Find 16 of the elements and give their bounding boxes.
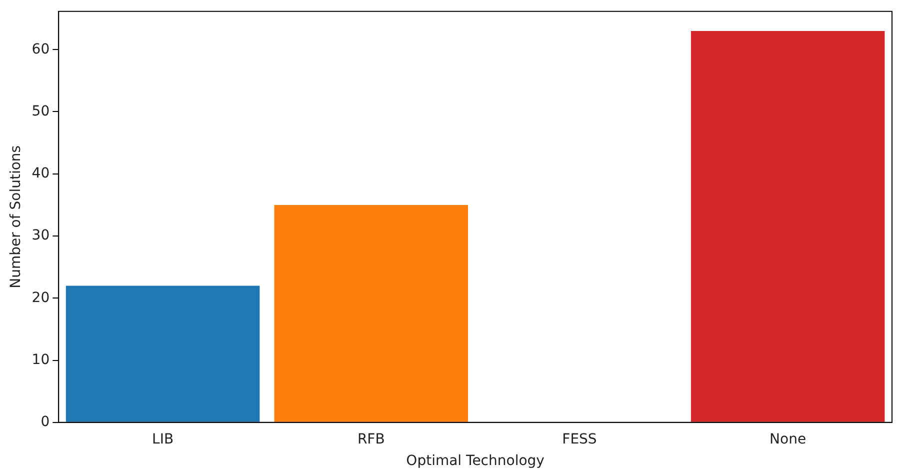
x-tick-label: None <box>770 431 806 448</box>
bar <box>274 204 468 422</box>
y-tick-label: 10 <box>32 352 50 368</box>
y-tick-label: 30 <box>32 228 50 244</box>
x-tick-label: FESS <box>562 431 597 448</box>
y-tick-label: 60 <box>32 41 50 58</box>
x-axis-title: Optimal Technology <box>406 453 544 470</box>
x-tick-label: LIB <box>152 431 174 448</box>
y-tick-label: 40 <box>32 166 50 182</box>
y-tick-label: 0 <box>40 414 50 430</box>
bar <box>690 30 885 422</box>
x-tick-label: RFB <box>357 431 385 448</box>
y-axis-title: Number of Solutions <box>8 145 24 288</box>
bar <box>66 286 260 422</box>
y-tick-label: 50 <box>32 103 50 120</box>
y-tick-label: 20 <box>32 290 50 306</box>
